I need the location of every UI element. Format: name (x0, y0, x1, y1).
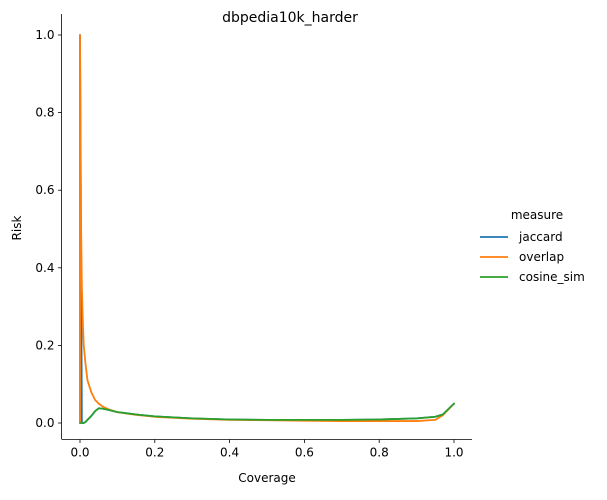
y-tick-label: 0.8 (35, 106, 54, 120)
legend: measure jaccard overlap cosine_sim (480, 208, 585, 284)
x-tick-label: 0.2 (145, 446, 164, 460)
x-axis-label: Coverage (238, 471, 296, 485)
x-tick-label: 0.0 (70, 446, 89, 460)
legend-label-cosine_sim: cosine_sim (519, 270, 585, 284)
plot-area (79, 34, 455, 424)
x-axis-ticks: 0.0 0.2 0.4 0.6 0.8 1.0 (70, 439, 464, 460)
x-tick-label: 1.0 (444, 446, 463, 460)
series-line-overlap (79, 34, 455, 424)
x-tick-label: 0.4 (220, 446, 239, 460)
series-line-cosine_sim (79, 402, 455, 424)
legend-items: jaccard overlap cosine_sim (480, 230, 585, 284)
y-tick-label: 0.0 (35, 416, 54, 430)
y-axis-label: Risk (10, 216, 24, 241)
y-tick-label: 0.4 (35, 261, 54, 275)
legend-label-overlap: overlap (519, 250, 564, 264)
x-tick-label: 0.6 (295, 446, 314, 460)
legend-label-jaccard: jaccard (518, 230, 563, 244)
y-tick-label: 0.6 (35, 183, 54, 197)
y-tick-label: 1.0 (35, 28, 54, 42)
y-tick-label: 0.2 (35, 338, 54, 352)
series-line-jaccard (79, 34, 455, 424)
legend-title: measure (511, 208, 563, 222)
y-axis-ticks: 0.0 0.2 0.4 0.6 0.8 1.0 (35, 28, 62, 430)
x-tick-label: 0.8 (370, 446, 389, 460)
chart-title: dbpedia10k_harder (222, 10, 358, 26)
